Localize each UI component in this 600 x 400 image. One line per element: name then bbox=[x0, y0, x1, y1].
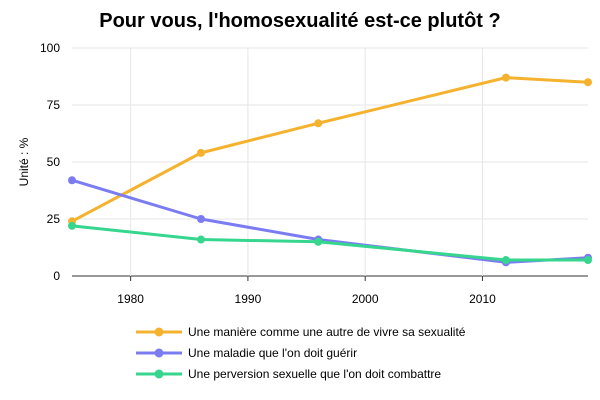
data-point bbox=[68, 176, 76, 185]
series-line bbox=[70, 76, 590, 223]
data-point bbox=[314, 237, 323, 246]
x-tick-label: 1980 bbox=[117, 292, 144, 306]
y-axis: 0 25 50 75 100 bbox=[40, 41, 60, 283]
legend: Une manière comme une autre de vivre sa … bbox=[136, 325, 466, 381]
legend-swatch-marker bbox=[154, 348, 164, 358]
y-tick-label: 100 bbox=[40, 41, 60, 55]
data-point bbox=[501, 73, 510, 82]
legend-label: Une manière comme une autre de vivre sa … bbox=[188, 325, 466, 339]
y-tick-label: 50 bbox=[47, 155, 61, 169]
data-point bbox=[197, 148, 205, 157]
y-tick-label: 0 bbox=[53, 269, 60, 283]
x-axis: 1980 1990 2000 2010 bbox=[117, 276, 496, 306]
data-point bbox=[584, 256, 592, 265]
legend-label: Une perversion sexuelle que l'on doit co… bbox=[188, 367, 441, 381]
data-point bbox=[501, 256, 510, 265]
legend-label: Une maladie que l'on doit guérir bbox=[188, 346, 357, 360]
series-line bbox=[70, 178, 590, 264]
x-tick-label: 2010 bbox=[469, 292, 496, 306]
y-tick-label: 25 bbox=[47, 212, 61, 226]
x-tick-label: 2000 bbox=[352, 292, 379, 306]
series bbox=[68, 73, 592, 267]
data-point bbox=[68, 221, 76, 230]
chart-title: Pour vous, l'homosexualité est-ce plutôt… bbox=[99, 10, 500, 32]
y-axis-label: Unité : % bbox=[17, 137, 31, 186]
data-point bbox=[314, 119, 323, 128]
legend-swatch-marker bbox=[154, 327, 164, 337]
y-tick-label: 75 bbox=[47, 98, 61, 112]
x-tick-label: 1990 bbox=[235, 292, 262, 306]
legend-swatch-marker bbox=[154, 369, 164, 379]
data-point bbox=[197, 235, 205, 244]
data-point bbox=[197, 215, 205, 223]
series-line bbox=[70, 224, 590, 262]
data-point bbox=[584, 78, 592, 87]
grid bbox=[72, 47, 588, 277]
